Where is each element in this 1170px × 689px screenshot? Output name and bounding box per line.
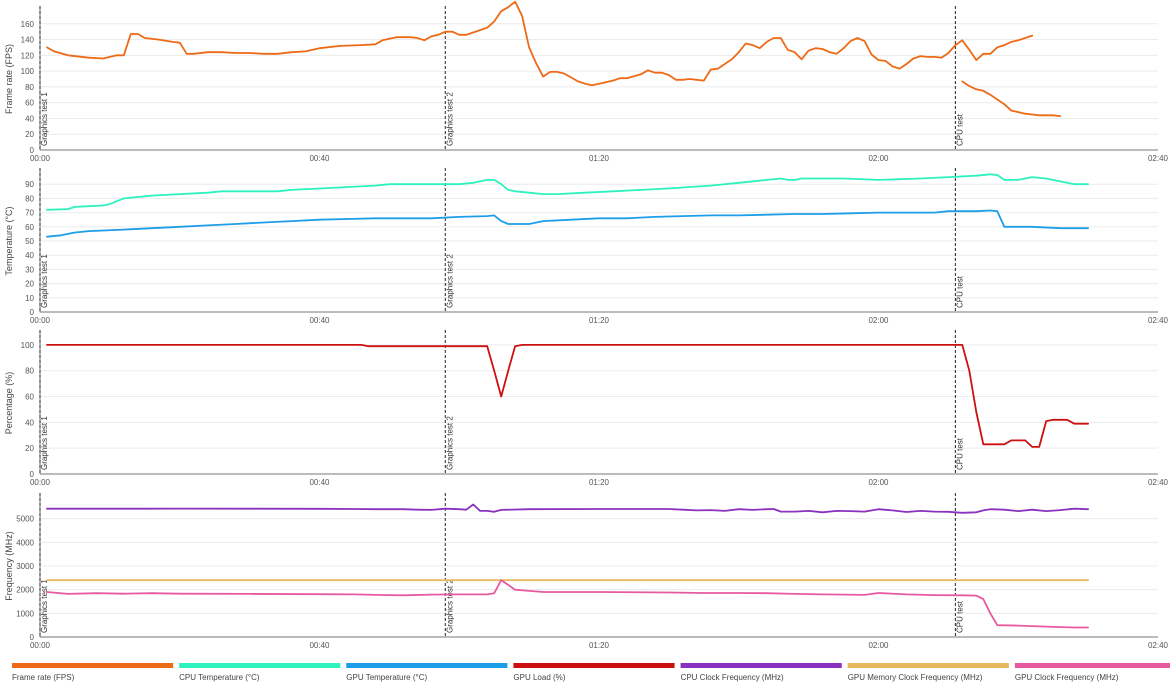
series-line [46,0,1034,87]
legend-label: GPU Memory Clock Frequency (MHz) [848,673,983,682]
x-tick-label: 02:40 [1148,154,1169,163]
x-tick-label: 00:00 [30,478,51,487]
x-tick-label: 00:40 [309,641,330,650]
test-marker-label: Graphics test 2 [445,92,454,146]
series-line [46,173,1089,211]
legend-label: GPU Clock Frequency (MHz) [1015,673,1119,682]
test-marker-label: CPU test [955,275,964,308]
series-line [46,579,1089,629]
y-tick-label: 80 [25,83,34,92]
x-tick-label: 00:40 [309,316,330,325]
y-tick-label: 0 [30,470,35,479]
series-line [961,80,1062,117]
y-tick-label: 60 [25,223,34,232]
x-tick-label: 01:20 [589,478,610,487]
y-tick-label: 90 [25,180,34,189]
test-marker-label: Graphics test 1 [40,416,49,470]
legend-swatch [179,663,341,668]
x-tick-label: 02:00 [868,154,889,163]
y-tick-label: 0 [30,146,35,155]
x-tick-label: 00:00 [30,154,51,163]
legend-label: GPU Temperature (°C) [346,673,427,682]
x-tick-label: 01:20 [589,641,610,650]
y-tick-label: 30 [25,265,34,274]
x-tick-label: 02:40 [1148,641,1169,650]
test-marker-label: Graphics test 2 [445,579,454,633]
legend-swatch [513,663,675,668]
x-tick-label: 00:00 [30,316,51,325]
y-axis-label: Percentage (%) [4,372,14,435]
legend-swatch [847,663,1009,668]
legend-label: CPU Clock Frequency (MHz) [681,673,784,682]
y-tick-label: 0 [30,633,35,642]
test-marker-label: Graphics test 2 [445,416,454,470]
x-tick-label: 00:00 [30,641,51,650]
test-marker-label: CPU test [955,437,964,470]
x-tick-label: 01:20 [589,154,610,163]
y-tick-label: 140 [21,36,35,45]
x-tick-label: 02:00 [868,641,889,650]
test-marker-label: CPU test [955,600,964,633]
x-tick-label: 02:00 [868,316,889,325]
y-tick-label: 40 [25,251,34,260]
y-tick-label: 20 [25,130,34,139]
test-marker-label: Graphics test 2 [445,254,454,308]
series-line [46,209,1089,238]
y-axis-label: Frequency (MHz) [4,531,14,601]
y-tick-label: 60 [25,99,34,108]
y-tick-label: 160 [21,20,35,29]
legend-label: GPU Load (%) [513,673,565,682]
y-tick-label: 20 [25,444,34,453]
y-tick-label: 0 [30,308,35,317]
legend-swatch [680,663,842,668]
x-tick-label: 02:40 [1148,478,1169,487]
y-tick-label: 60 [25,393,34,402]
x-tick-label: 01:20 [589,316,610,325]
y-tick-label: 4000 [16,538,34,547]
y-tick-label: 80 [25,194,34,203]
x-tick-label: 02:00 [868,478,889,487]
y-tick-label: 1000 [16,609,34,618]
series-line [46,503,1089,514]
x-tick-label: 00:40 [309,154,330,163]
y-tick-label: 120 [21,51,35,60]
legend-label: Frame rate (FPS) [12,673,75,682]
x-tick-label: 02:40 [1148,316,1169,325]
series-line [46,344,1089,448]
y-tick-label: 20 [25,280,34,289]
y-tick-label: 10 [25,294,34,303]
legend-label: CPU Temperature (°C) [179,673,260,682]
y-tick-label: 100 [21,341,35,350]
y-axis-label: Frame rate (FPS) [4,44,14,114]
test-marker-label: CPU test [955,113,964,146]
legend-swatch [12,663,174,668]
x-tick-label: 00:40 [309,478,330,487]
y-tick-label: 2000 [16,586,34,595]
legend-swatch [346,663,508,668]
test-marker-label: Graphics test 1 [40,92,49,146]
y-tick-label: 40 [25,114,34,123]
legend-swatch [1014,663,1170,668]
y-tick-label: 40 [25,418,34,427]
y-tick-label: 100 [21,67,35,76]
y-tick-label: 5000 [16,515,34,524]
y-tick-label: 70 [25,209,34,218]
y-tick-label: 3000 [16,562,34,571]
y-tick-label: 50 [25,237,34,246]
y-tick-label: 80 [25,367,34,376]
test-marker-label: Graphics test 1 [40,579,49,633]
y-axis-label: Temperature (°C) [4,206,14,275]
test-marker-label: Graphics test 1 [40,254,49,308]
